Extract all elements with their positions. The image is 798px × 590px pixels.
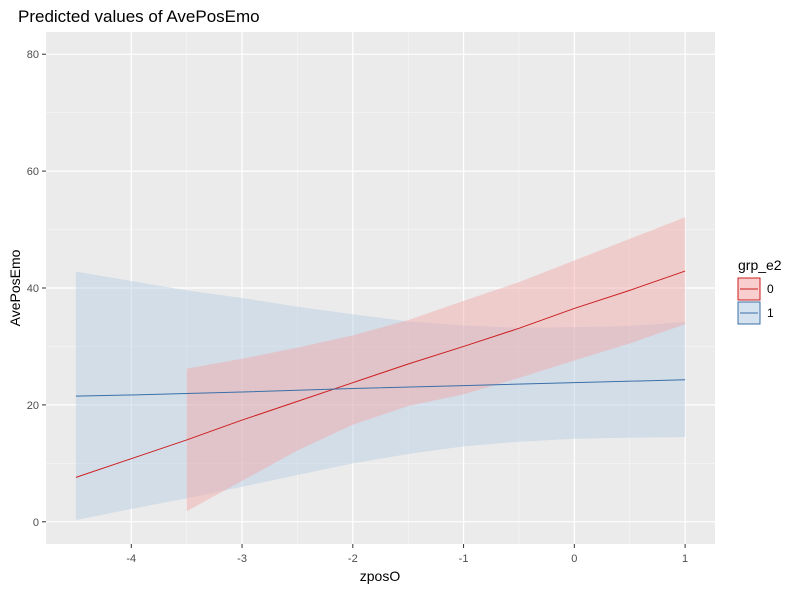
y-tick-label: 80 xyxy=(27,49,39,61)
x-tick-label: -4 xyxy=(126,553,136,565)
axis-ticks xyxy=(42,53,686,548)
y-tick-label: 60 xyxy=(27,166,39,178)
line-series-1 xyxy=(75,379,686,397)
x-tick-label: -2 xyxy=(348,553,358,565)
y-tick-label: 40 xyxy=(27,283,39,295)
x-tick-label: -3 xyxy=(237,553,247,565)
chart-title: Predicted values of AvePosEmo xyxy=(18,7,260,26)
y-tick-label: 0 xyxy=(33,517,39,529)
x-tick-label: -1 xyxy=(459,553,469,565)
x-tick-label: 1 xyxy=(682,553,688,565)
series-lines xyxy=(75,270,686,478)
ci-ribbon-series-0 xyxy=(186,217,686,512)
x-tick-labels: -4 -3 -2 -1 0 1 xyxy=(126,553,688,565)
confidence-ribbons xyxy=(75,217,686,521)
legend-label-series-0: 0 xyxy=(767,282,774,296)
line-series-0 xyxy=(75,270,686,478)
legend: grp_e2 0 1 xyxy=(737,257,782,325)
ci-ribbon-series-1 xyxy=(75,271,686,521)
x-tick-label: 0 xyxy=(571,553,577,565)
y-tick-labels: 0 20 40 60 80 xyxy=(27,49,39,529)
x-axis-title: zposO xyxy=(360,568,401,584)
legend-title: grp_e2 xyxy=(738,257,782,273)
legend-label-series-1: 1 xyxy=(767,306,774,320)
y-tick-label: 20 xyxy=(27,400,39,412)
y-axis-title: AvePosEmo xyxy=(7,249,23,326)
